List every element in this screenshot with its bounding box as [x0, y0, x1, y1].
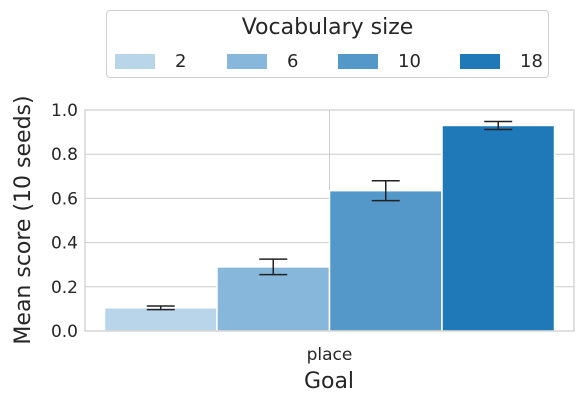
legend-item-6: 6: [227, 50, 299, 72]
y-tick-label: 0.8: [51, 145, 78, 165]
bar-vocab-10: [328, 189, 443, 332]
legend-label-18: 18: [520, 50, 543, 72]
bar-vocab-18: [441, 124, 556, 332]
legend-label-10: 10: [398, 50, 421, 72]
legend-swatch-6: [227, 53, 267, 69]
x-tick-labels: place: [307, 345, 353, 365]
y-tick-label: 0.2: [51, 278, 78, 298]
y-tick-label: 1.0: [51, 101, 78, 121]
legend-label-6: 6: [287, 50, 299, 72]
legend-label-2: 2: [175, 50, 187, 72]
error-bar-vocab-2: [146, 305, 175, 311]
plot-frame: [84, 109, 575, 332]
legend-item-2: 2: [115, 50, 187, 72]
y-axis-title: Mean score (10 seeds): [11, 95, 36, 344]
legend-swatch-18: [460, 53, 500, 69]
legend-swatch-10: [338, 53, 378, 69]
y-tick-labels: 0.0 0.2 0.4 0.6 0.8 1.0: [51, 101, 78, 342]
legend-swatch-2: [115, 53, 155, 69]
y-tick-label: 0.4: [51, 234, 78, 254]
bar-vocab-6: [216, 266, 331, 332]
bars: [103, 124, 556, 332]
error-bar-vocab-6: [259, 258, 288, 276]
legend-item-10: 10: [338, 50, 421, 72]
legend-title: Vocabulary size: [241, 15, 414, 40]
error-bar-vocab-18: [484, 120, 513, 131]
legend: Vocabulary size 2 6 10 18: [106, 10, 549, 78]
x-tick-label: place: [307, 345, 353, 365]
y-tick-label: 0.0: [51, 322, 78, 342]
y-tick-label: 0.6: [51, 189, 78, 209]
error-bar-vocab-10: [371, 179, 400, 202]
legend-item-18: 18: [460, 50, 543, 72]
x-axis-title: Goal: [304, 369, 354, 394]
bar-vocab-2: [103, 307, 218, 332]
error-bars: [146, 120, 513, 311]
